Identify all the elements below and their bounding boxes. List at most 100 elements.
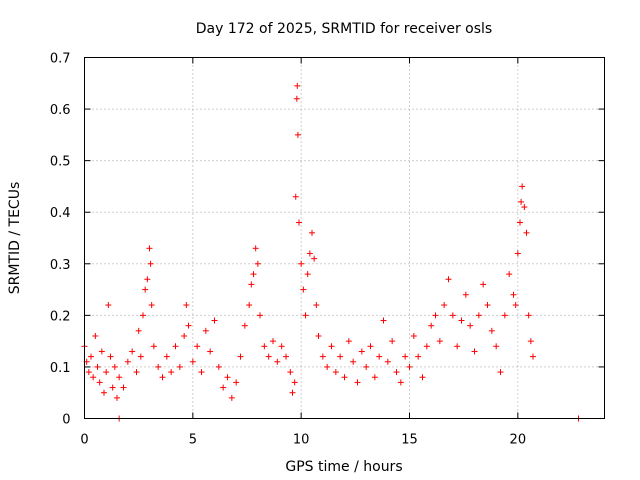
data-point xyxy=(237,353,244,360)
data-point xyxy=(530,353,536,360)
data-point xyxy=(254,260,261,267)
data-point xyxy=(419,374,426,381)
data-point xyxy=(393,369,400,376)
y-tick-label: 0.2 xyxy=(50,309,71,324)
data-point xyxy=(432,312,439,319)
data-point xyxy=(458,317,465,324)
data-point xyxy=(467,322,474,329)
data-point xyxy=(215,363,222,370)
data-point xyxy=(306,250,313,257)
data-point xyxy=(363,363,370,370)
data-point xyxy=(250,271,257,278)
data-point xyxy=(484,302,491,309)
x-tick-label: 15 xyxy=(401,433,418,448)
data-point xyxy=(270,338,276,345)
data-point xyxy=(146,245,153,252)
data-point xyxy=(337,353,344,360)
data-point xyxy=(406,363,413,370)
data-point xyxy=(302,312,309,319)
y-tick-label: 0.7 xyxy=(50,52,71,67)
data-point xyxy=(436,338,443,345)
data-point xyxy=(257,312,263,319)
x-axis-label: GPS time / hours xyxy=(285,459,402,475)
data-point xyxy=(135,327,142,334)
data-point xyxy=(241,322,248,329)
data-point xyxy=(328,343,335,350)
data-point xyxy=(85,369,92,376)
data-point xyxy=(441,302,448,309)
data-point xyxy=(147,260,154,267)
data-point xyxy=(116,374,123,381)
y-tick-label: 0.4 xyxy=(50,206,71,221)
data-point xyxy=(517,219,523,226)
data-point xyxy=(319,353,326,360)
data-point xyxy=(220,384,227,391)
x-tick-label: 5 xyxy=(189,433,197,448)
data-point xyxy=(514,250,521,257)
data-point xyxy=(518,198,525,205)
data-point xyxy=(415,353,422,360)
data-point xyxy=(294,131,301,138)
data-point xyxy=(304,271,311,278)
data-point xyxy=(101,389,107,396)
y-tick-label: 0.3 xyxy=(50,258,71,273)
y-tick-label: 0.1 xyxy=(50,361,71,376)
y-axis-label: SRMTID / TECUs xyxy=(7,182,23,295)
data-point xyxy=(278,343,285,350)
data-point xyxy=(493,343,500,350)
data-point xyxy=(296,219,302,226)
data-point xyxy=(148,302,155,309)
data-point xyxy=(512,302,519,309)
data-point xyxy=(133,369,140,376)
y-tick-label: 0 xyxy=(62,413,70,428)
x-tick-label: 10 xyxy=(293,433,310,448)
data-point xyxy=(292,193,299,200)
data-point xyxy=(150,343,157,350)
data-point xyxy=(341,374,348,381)
data-point xyxy=(228,394,235,401)
data-point xyxy=(124,358,131,365)
data-point xyxy=(140,312,146,319)
data-point xyxy=(283,353,289,360)
data-point xyxy=(397,379,404,386)
data-point xyxy=(202,327,209,334)
data-point xyxy=(90,374,97,381)
data-point xyxy=(88,353,94,360)
data-point xyxy=(521,204,528,211)
data-point xyxy=(471,348,478,355)
data-point xyxy=(224,374,231,381)
data-point xyxy=(358,348,365,355)
data-point xyxy=(298,260,305,267)
data-point xyxy=(109,384,116,391)
data-point xyxy=(107,353,114,360)
data-point xyxy=(111,363,118,370)
data-point xyxy=(389,338,396,345)
data-point xyxy=(194,343,201,350)
data-point xyxy=(523,229,530,236)
x-tick-label: 20 xyxy=(510,433,527,448)
x-tick-label: 0 xyxy=(80,433,88,448)
data-point xyxy=(423,343,430,350)
data-point xyxy=(527,338,534,345)
data-point xyxy=(103,369,110,376)
data-point xyxy=(475,312,482,319)
data-point xyxy=(246,302,253,309)
data-point xyxy=(120,384,127,391)
data-point xyxy=(367,343,374,350)
data-point xyxy=(410,332,417,339)
data-point xyxy=(98,348,105,355)
grid-lines xyxy=(84,57,605,419)
data-point xyxy=(311,255,318,262)
data-point xyxy=(449,312,456,319)
data-points xyxy=(81,82,582,422)
data-point xyxy=(159,374,166,381)
data-point xyxy=(96,379,103,386)
data-point xyxy=(233,379,240,386)
axis-ticks: 0 0.1 0.2 0.3 0.4 0.5 0.6 0.7 0 5 10 15 20 xyxy=(50,52,605,448)
data-point xyxy=(211,317,218,324)
data-point xyxy=(172,343,179,350)
data-point xyxy=(155,363,162,370)
data-point xyxy=(462,291,469,298)
data-point xyxy=(315,332,322,339)
data-point xyxy=(428,322,435,329)
